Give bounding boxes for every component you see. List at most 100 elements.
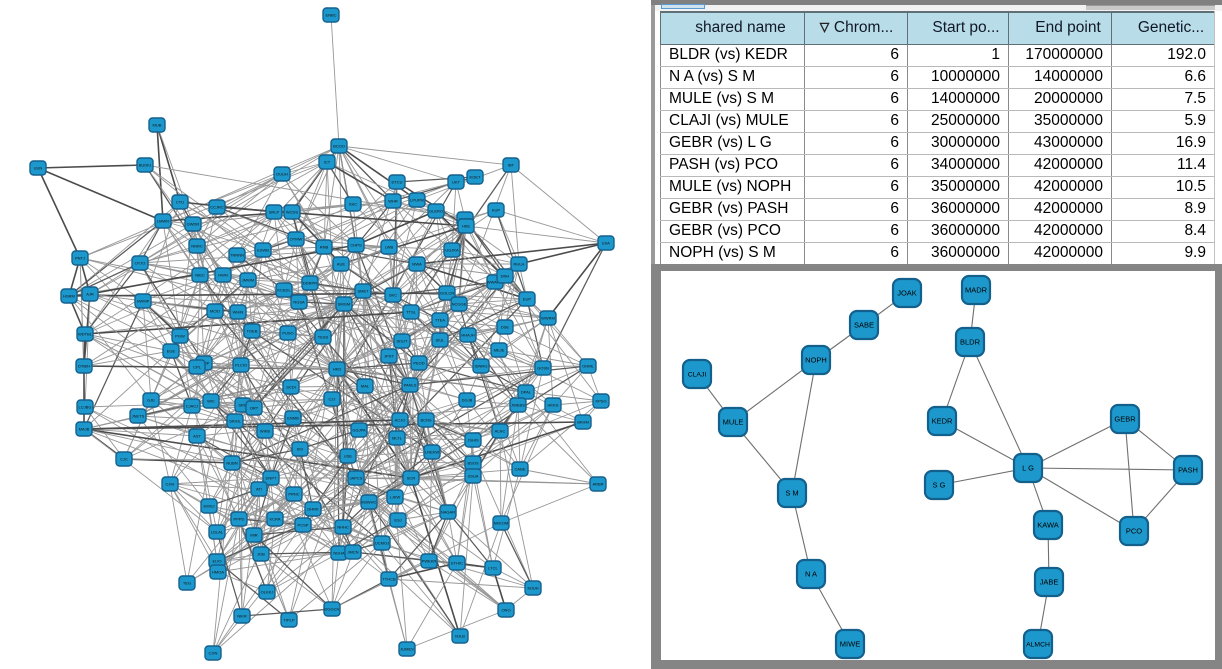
svg-text:HHAJH: HHAJH	[461, 333, 474, 338]
svg-text:WIC: WIC	[207, 399, 215, 404]
svg-text:KCRA: KCRA	[269, 517, 280, 522]
svg-text:KBWHC: KBWHC	[362, 500, 377, 505]
svg-text:CJIH: CJIH	[166, 482, 175, 487]
svg-text:JSHIS: JSHIS	[467, 438, 479, 443]
svg-text:WHIN: WHIN	[233, 310, 244, 315]
svg-text:PLCIO: PLCIO	[235, 363, 247, 368]
svg-text:HWN: HWN	[218, 273, 228, 278]
svg-text:DDRPR: DDRPR	[303, 281, 317, 286]
svg-text:NOPH: NOPH	[805, 356, 827, 365]
svg-text:JUMES: JUMES	[400, 647, 414, 652]
svg-text:TEG: TEG	[183, 581, 191, 586]
svg-text:UCMOJ: UCMOJ	[375, 541, 389, 546]
svg-text:CJJ: CJJ	[329, 397, 336, 402]
svg-text:ESWB: ESWB	[257, 248, 269, 253]
svg-text:OHML: OHML	[582, 364, 594, 369]
svg-text:ACJO: ACJO	[395, 418, 406, 423]
svg-text:SCR: SCR	[407, 476, 416, 481]
svg-text:BCOO: BCOO	[333, 144, 345, 149]
svg-text:PWEKR: PWEKR	[422, 559, 437, 564]
svg-text:SCDI: SCDI	[286, 385, 296, 390]
svg-text:ENMB: ENMB	[287, 416, 299, 421]
svg-text:DUUH: DUUH	[276, 172, 288, 177]
svg-text:WIKB: WIKB	[260, 429, 271, 434]
svg-text:MUB: MUB	[153, 123, 162, 128]
svg-text:OTMW: OTMW	[290, 237, 303, 242]
svg-text:TIPLP: TIPLP	[283, 618, 294, 623]
svg-text:MJUH: MJUH	[527, 586, 538, 591]
svg-text:JMWM: JMWM	[242, 278, 254, 283]
svg-text:SSUA: SSUA	[468, 474, 479, 479]
svg-text:AUE: AUE	[337, 262, 346, 267]
svg-text:CJACJ: CJACJ	[186, 404, 198, 409]
svg-text:CJC: CJC	[120, 457, 128, 462]
svg-text:ORT: ORT	[250, 406, 259, 411]
svg-text:LCJBG: LCJBG	[79, 405, 92, 410]
svg-text:JPST: JPST	[384, 354, 394, 359]
svg-text:EUP: EUP	[523, 297, 532, 302]
svg-text:JAPCS: JAPCS	[350, 476, 363, 481]
svg-text:BSOS: BSOS	[467, 461, 478, 466]
svg-text:GGJPA: GGJPA	[352, 428, 366, 433]
svg-text:JWEBS: JWEBS	[511, 403, 525, 408]
svg-text:PRNC: PRNC	[288, 492, 299, 497]
svg-text:GWDR: GWDR	[187, 222, 200, 227]
svg-text:DGJB: DGJB	[462, 398, 473, 403]
svg-text:SRIP: SRIP	[238, 403, 248, 408]
svg-text:SABE: SABE	[854, 321, 874, 330]
svg-text:MADR: MADR	[965, 286, 988, 295]
svg-text:MEJE: MEJE	[494, 348, 505, 353]
svg-text:RGSA: RGSA	[293, 300, 305, 305]
svg-text:KPSG: KPSG	[595, 399, 606, 404]
svg-text:MULE: MULE	[723, 418, 744, 427]
svg-text:SISJT: SISJT	[397, 339, 408, 344]
svg-text:ENBC: ENBC	[325, 13, 336, 18]
svg-text:LREKW: LREKW	[425, 450, 439, 455]
svg-text:ALMCH: ALMCH	[1026, 642, 1050, 649]
svg-text:JABE: JABE	[1040, 578, 1059, 587]
svg-text:MAL: MAL	[361, 384, 370, 389]
svg-text:PUSO: PUSO	[282, 331, 293, 336]
svg-text:MAJB: MAJB	[79, 427, 90, 432]
svg-text:DGGCH: DGGCH	[325, 607, 340, 612]
svg-text:BKHM: BKHM	[577, 420, 589, 425]
svg-text:LWB: LWB	[385, 245, 394, 250]
svg-text:JDB: JDB	[257, 552, 265, 557]
svg-text:CTU: CTU	[176, 200, 184, 205]
svg-text:SRLP: SRLP	[269, 210, 280, 215]
svg-text:LMWR: LMWR	[157, 219, 169, 224]
svg-text:NIKR: NIKR	[237, 614, 247, 619]
svg-text:IDNRG: IDNRG	[475, 364, 488, 369]
svg-text:NNRC: NNRC	[191, 244, 203, 249]
svg-text:DHRK: DHRK	[307, 507, 319, 512]
svg-text:GOSN: GOSN	[537, 366, 549, 371]
svg-text:GOLCN: GOLCN	[440, 291, 454, 296]
svg-text:KKI: KKI	[297, 447, 303, 452]
svg-text:PNTJ: PNTJ	[75, 256, 85, 261]
svg-text:HMOA: HMOA	[212, 570, 224, 575]
svg-text:NUBN: NUBN	[226, 461, 237, 466]
svg-text:UGJKA: UGJKA	[445, 248, 459, 253]
svg-text:ALNC: ALNC	[495, 429, 506, 434]
svg-text:TNNNN: TNNNN	[230, 253, 244, 258]
svg-text:PASH: PASH	[1178, 466, 1198, 475]
svg-text:TESS: TESS	[318, 335, 329, 340]
svg-text:UUN: UUN	[34, 166, 43, 171]
svg-text:EIJO: EIJO	[213, 559, 222, 564]
svg-text:NIEC: NIEC	[195, 273, 205, 278]
svg-text:DSE: DSE	[501, 325, 510, 330]
svg-text:KCEDL: KCEDL	[277, 288, 291, 293]
svg-text:TOEB: TOEB	[247, 329, 258, 334]
svg-text:NHHC: NHHC	[337, 525, 349, 530]
svg-text:PANLS: PANLS	[404, 383, 417, 388]
svg-text:DPAL: DPAL	[521, 390, 532, 395]
svg-text:N A: N A	[805, 570, 817, 579]
svg-text:SIUL: SIUL	[436, 338, 446, 343]
svg-text:ONO: ONO	[501, 608, 510, 613]
svg-text:WDTBL: WDTBL	[78, 332, 93, 337]
svg-text:PEOD: PEOD	[413, 361, 424, 366]
svg-text:OTJO: OTJO	[135, 261, 146, 266]
svg-text:TTEA: TTEA	[435, 318, 446, 323]
svg-text:HKKS: HKKS	[548, 403, 559, 408]
svg-text:WWRM: WWRM	[541, 316, 555, 321]
